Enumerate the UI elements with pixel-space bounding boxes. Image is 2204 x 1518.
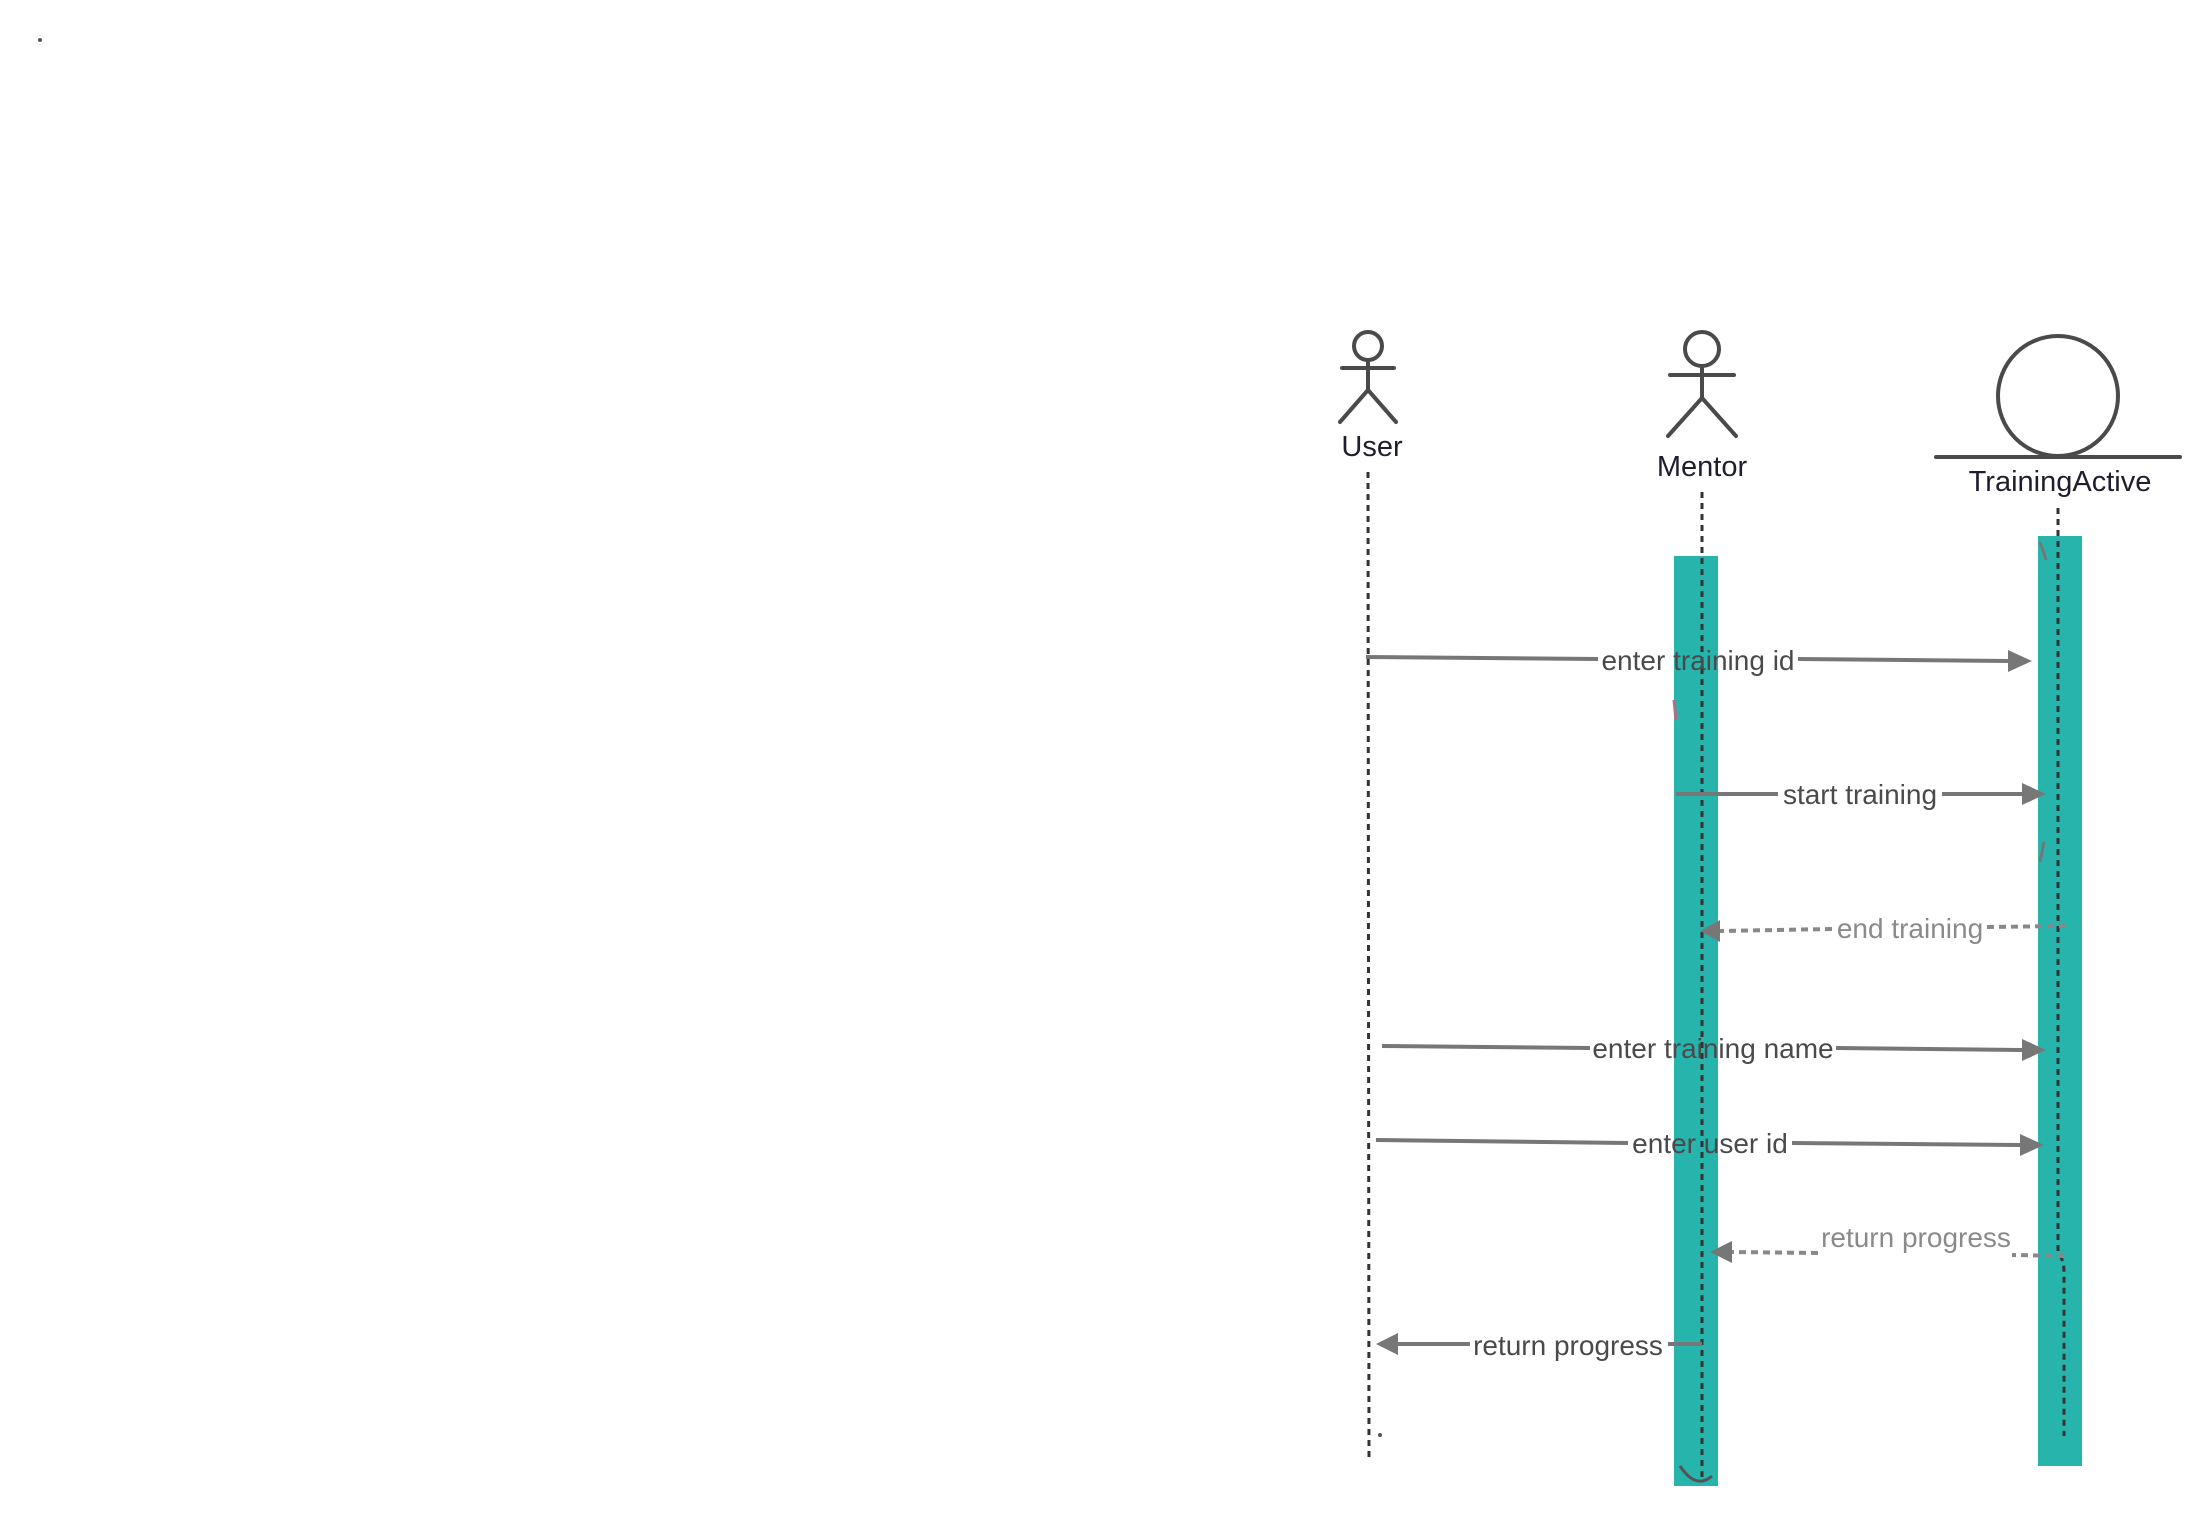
message-label: return progress (1473, 1330, 1663, 1361)
arrowhead-icon (2022, 783, 2046, 805)
arrowhead-icon (1710, 1241, 1732, 1263)
message-return-progress-to-mentor[interactable]: return progress (1710, 1222, 2065, 1263)
participant-mentor[interactable]: Mentor (1657, 330, 1748, 483)
activation-corner-mark (2038, 841, 2046, 863)
message-label: enter training name (1592, 1033, 1833, 1064)
participant-label-training-active: TrainingActive (1969, 466, 2152, 498)
participant-training-active[interactable]: TrainingActive (1934, 334, 2182, 498)
message-enter-user-id[interactable]: enter user id (1375, 1128, 2044, 1159)
lifeline-user (1366, 471, 1371, 1463)
arrowhead-icon (2008, 650, 2032, 672)
message-label: enter user id (1632, 1128, 1788, 1159)
activation-corner-mark (2038, 541, 2048, 561)
actor-mentor-icon (1666, 330, 1738, 438)
arrowhead-icon (2020, 1134, 2044, 1156)
activation-corner-mark (1672, 699, 1678, 721)
activation-bar-training-active (2038, 536, 2082, 1466)
message-label: end training (1837, 913, 1983, 944)
activation-end-mark (1678, 1465, 1713, 1483)
actor-user-icon (1338, 330, 1398, 424)
message-start-training[interactable]: start training (1676, 779, 2046, 810)
message-label: enter training id (1601, 645, 1794, 676)
arrowhead-icon (1376, 1333, 1398, 1355)
arrowhead-icon (1700, 920, 1720, 942)
participant-label-mentor: Mentor (1657, 451, 1748, 483)
entity-training-active-icon (1934, 334, 2182, 459)
stray-dot (38, 38, 42, 42)
activation-bar-mentor (1674, 556, 1718, 1486)
message-enter-training-name[interactable]: enter training name (1381, 1033, 2046, 1064)
message-return-progress-to-user[interactable]: return progress (1376, 1330, 1702, 1361)
stray-dot (1378, 1433, 1382, 1437)
message-label: return progress (1821, 1222, 2011, 1253)
message-label: start training (1783, 779, 1937, 810)
message-enter-training-id[interactable]: enter training id (1365, 645, 2032, 676)
participant-user[interactable]: User (1338, 330, 1403, 463)
participant-label-user: User (1341, 431, 1403, 463)
arrowhead-icon (2022, 1039, 2046, 1061)
message-end-training[interactable]: end training (1700, 913, 2067, 944)
